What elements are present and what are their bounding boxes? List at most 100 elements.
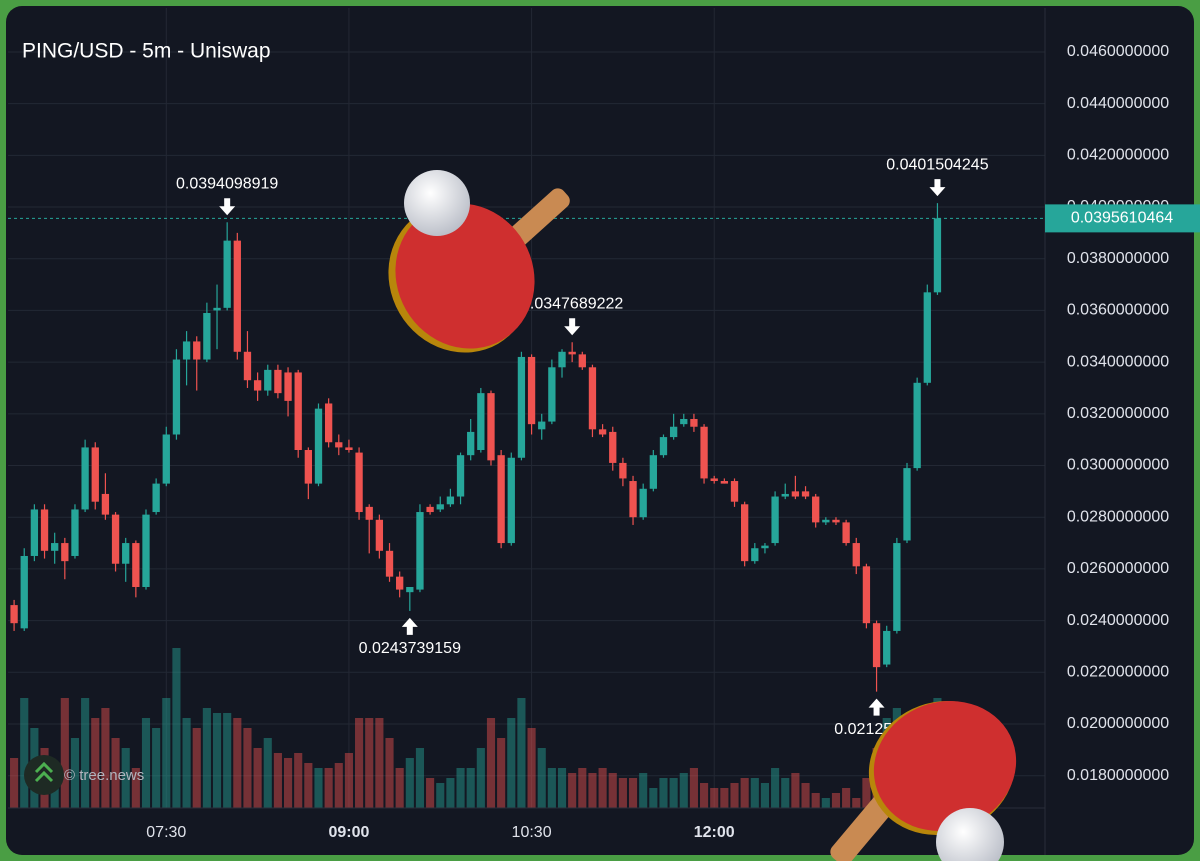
volume-bar	[831, 793, 841, 808]
candle-body	[933, 218, 942, 293]
candle-body	[243, 351, 252, 381]
volume-bar	[568, 773, 577, 808]
candle-body	[111, 514, 120, 564]
volume-bar	[111, 738, 120, 808]
volume-bar	[486, 718, 496, 808]
candle-body	[152, 483, 160, 513]
candle-body	[649, 455, 657, 489]
volume-bar	[720, 788, 729, 808]
volume-bar	[415, 748, 425, 808]
candle-body	[193, 341, 201, 360]
volume-bar	[639, 773, 648, 808]
y-tick-label: 0.0320000000	[1067, 405, 1169, 422]
candle-body	[609, 431, 617, 463]
logo-chevrons	[34, 761, 54, 783]
volume-bar	[801, 783, 810, 808]
volume-bar	[740, 778, 749, 808]
annotations: 0.03940989190.02437391590.03476892220.02…	[176, 156, 989, 738]
volume-bar	[588, 773, 597, 808]
volume-bar	[608, 773, 617, 808]
candle-body	[71, 509, 79, 556]
candle-body	[700, 426, 708, 479]
volume-bar	[578, 768, 587, 808]
annotation-arrow	[219, 198, 236, 216]
y-tick-label: 0.0300000000	[1067, 457, 1169, 474]
x-tick-label: 07:30	[146, 824, 186, 841]
candle-body	[588, 367, 597, 430]
volume-bar	[314, 768, 323, 808]
candle-body	[568, 351, 576, 355]
candle-body	[791, 491, 800, 497]
volume-bar	[10, 758, 19, 808]
y-tick-label: 0.0340000000	[1067, 353, 1169, 370]
candle-body	[426, 506, 434, 513]
annotation-arrow	[401, 617, 418, 635]
candle-body	[456, 455, 465, 497]
candle-body	[487, 393, 495, 461]
candle-body	[639, 488, 647, 518]
candle-body	[629, 481, 637, 518]
x-tick-label: 10:30	[512, 824, 552, 841]
volume-bar	[243, 728, 252, 808]
candle-body	[781, 493, 789, 497]
volume-bar	[537, 748, 546, 808]
volume-bar	[730, 783, 739, 808]
candle-body	[223, 240, 231, 308]
candle-body	[335, 442, 343, 448]
volume-bar	[202, 708, 211, 808]
candle-body	[122, 543, 130, 564]
candle-body	[822, 519, 830, 523]
volume-bar	[598, 768, 607, 808]
axes: 0.0460000000 0.0440000000 0.0420000000 0.04…	[146, 43, 1200, 841]
candle-body	[396, 576, 404, 590]
volume-bar	[456, 768, 465, 808]
candle-body	[274, 369, 282, 394]
volume-bar	[70, 738, 80, 808]
y-tick-label: 0.0200000000	[1067, 715, 1169, 732]
candle-body	[730, 481, 739, 502]
volume-bar	[395, 768, 404, 808]
candle-body	[375, 519, 384, 551]
volume-bar	[263, 738, 272, 808]
volume-bar	[121, 748, 130, 808]
candle-body	[669, 426, 678, 438]
candle-body	[690, 418, 698, 427]
candle-body	[558, 351, 566, 368]
volume-bar	[212, 713, 222, 808]
annotation-arrow	[929, 179, 946, 197]
volume-bar	[497, 738, 506, 808]
annotation-label: 0.0394098919	[176, 176, 278, 193]
candle-body	[172, 359, 181, 435]
ball	[936, 808, 1004, 861]
volume-bar	[385, 738, 394, 808]
chart-title: PING/USD - 5m - Uniswap	[22, 40, 271, 63]
candle-body	[365, 506, 373, 520]
last-price-label: 0.0395610464	[1071, 210, 1173, 227]
volume-bar	[162, 698, 171, 808]
y-tick-label: 0.0440000000	[1067, 95, 1169, 112]
candle-body	[406, 586, 414, 593]
volume-bar	[791, 773, 800, 808]
y-tick-label: 0.0460000000	[1067, 43, 1169, 60]
candle-body	[771, 496, 779, 544]
volume-bar	[760, 783, 770, 808]
volume-bar	[821, 798, 830, 808]
volume-bar	[60, 698, 69, 808]
candle-body	[264, 369, 272, 391]
volume-bar	[781, 778, 790, 808]
candle-body	[578, 354, 586, 368]
paddle-top	[388, 170, 570, 353]
candle-body	[527, 356, 536, 425]
candle-body	[913, 382, 921, 469]
volume-bar	[355, 718, 364, 808]
candle-body	[304, 450, 312, 484]
volume-bar	[20, 698, 29, 808]
volume-bar	[507, 718, 516, 808]
volume-bar	[649, 788, 658, 808]
volume-bar	[446, 778, 455, 808]
ball	[404, 170, 470, 236]
volume-bar	[283, 758, 293, 808]
candle-body	[284, 372, 292, 401]
candle-body	[436, 504, 444, 510]
